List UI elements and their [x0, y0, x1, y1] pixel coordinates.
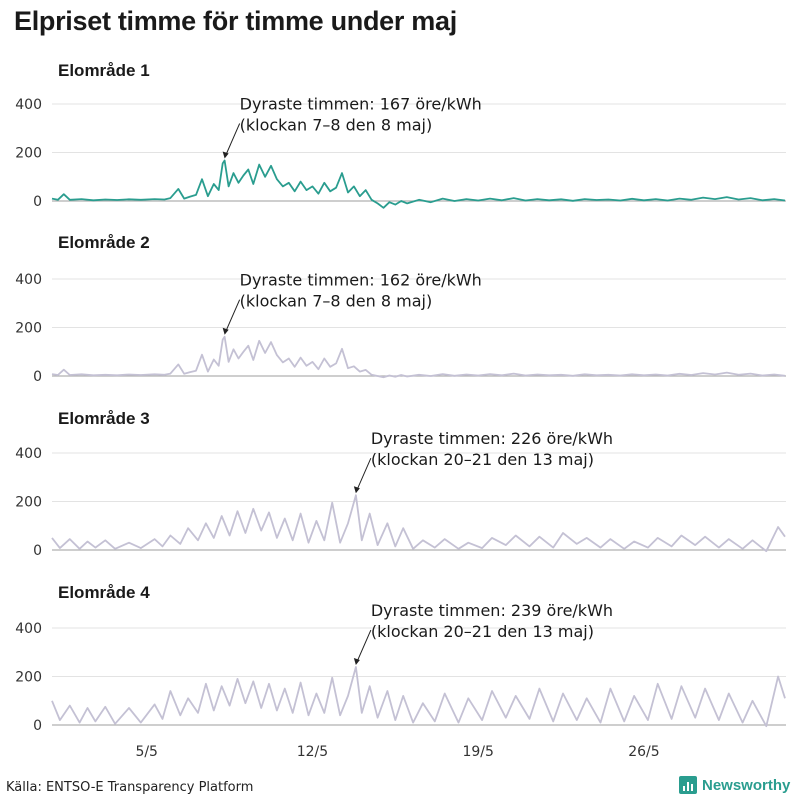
series-line — [51, 494, 786, 553]
annotation-text: (klockan 7–8 den 8 maj) — [240, 116, 433, 135]
annotation-text: Dyraste timmen: 239 öre/kWh — [371, 601, 613, 620]
y-tick-label: 400 — [15, 97, 42, 113]
y-tick-label: 400 — [15, 621, 42, 637]
annotation-arrow — [356, 629, 372, 663]
y-tick-label: 200 — [15, 146, 42, 162]
annotation-arrowhead — [353, 486, 360, 494]
x-tick-label: 26/5 — [628, 744, 659, 760]
y-tick-label: 400 — [15, 446, 42, 462]
annotation-arrow — [225, 299, 241, 332]
y-tick-label: 200 — [15, 321, 42, 337]
source-note: Källa: ENTSO-E Transparency Platform — [6, 780, 254, 795]
panel-title: Elområde 1 — [58, 61, 150, 80]
annotation-text: Dyraste timmen: 226 öre/kWh — [371, 429, 613, 448]
chart-area: Elområde 1 0 200 400 Dyraste timmen: 167 öre… — [15, 61, 786, 760]
panel-title: Elområde 4 — [58, 583, 150, 602]
brand-name: Newsworthy — [702, 776, 791, 794]
brand-logo[interactable]: Newsworthy — [679, 776, 790, 794]
y-tick-label: 0 — [33, 194, 42, 210]
series-line — [51, 666, 786, 728]
panel-title: Elområde 2 — [58, 233, 150, 252]
bar-chart-logo-icon — [679, 776, 697, 794]
x-tick-label: 12/5 — [297, 744, 328, 760]
annotation-arrowhead — [222, 151, 229, 159]
annotation-arrow — [356, 457, 372, 491]
x-tick-label: 5/5 — [135, 744, 158, 760]
annotation-text: (klockan 7–8 den 8 maj) — [240, 292, 433, 311]
series-line — [51, 335, 786, 379]
annotation-text: (klockan 20–21 den 13 maj) — [371, 622, 594, 641]
y-tick-label: 0 — [33, 543, 42, 559]
panel-title: Elområde 3 — [58, 409, 150, 428]
y-tick-label: 200 — [15, 670, 42, 686]
y-tick-label: 0 — [33, 718, 42, 734]
y-tick-label: 200 — [15, 495, 42, 511]
x-tick-label: 19/5 — [462, 744, 493, 760]
annotation-text: (klockan 20–21 den 13 maj) — [371, 450, 594, 469]
series-line — [51, 159, 786, 209]
y-tick-label: 0 — [33, 369, 42, 385]
annotation-arrow — [225, 123, 241, 156]
annotation-arrowhead — [222, 327, 229, 335]
page-title: Elpriset timme för timme under maj — [14, 6, 457, 36]
annotation-text: Dyraste timmen: 167 öre/kWh — [240, 95, 482, 114]
annotation-arrowhead — [353, 658, 360, 666]
y-tick-label: 400 — [15, 272, 42, 288]
annotation-text: Dyraste timmen: 162 öre/kWh — [240, 271, 482, 290]
